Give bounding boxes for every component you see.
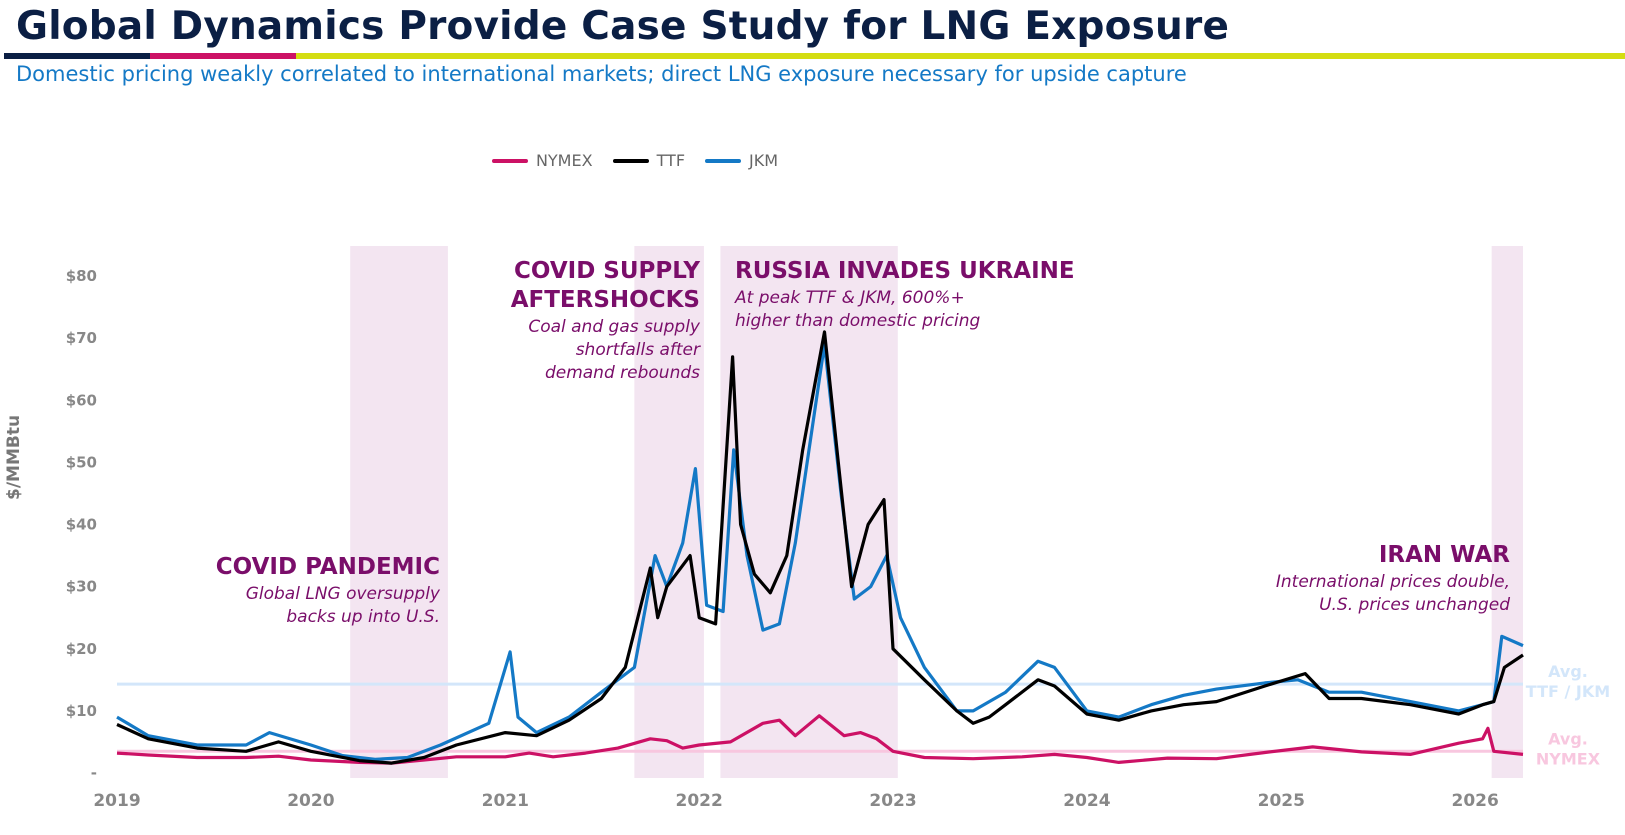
- y-tick-label: $30: [66, 578, 97, 596]
- x-tick-label: 2022: [675, 791, 722, 811]
- title-rule-navy: [4, 53, 150, 59]
- x-ticks: 2019 2020 2021 2022 2023 2024 2025 2026: [93, 791, 1499, 811]
- annotation-body: Global LNG oversupply: [246, 584, 441, 604]
- annotations: COVID PANDEMIC Global LNG oversupply backs…: [216, 258, 1510, 627]
- y-tick-label: $80: [66, 267, 97, 285]
- legend-swatch-jkm: [705, 158, 742, 163]
- page-subtitle: Domestic pricing weakly correlated to in…: [16, 62, 1187, 86]
- annotation-body: higher than domestic pricing: [735, 311, 981, 331]
- legend-swatch-nymex: [491, 158, 528, 163]
- legend-item-ttf: TTF: [612, 151, 686, 170]
- annotation-body: backs up into U.S.: [286, 607, 440, 627]
- y-tick-label: $20: [66, 640, 97, 658]
- annotation-body: demand rebounds: [545, 363, 700, 383]
- series-lines: [116, 330, 1524, 765]
- annotation-title: AFTERSHOCKS: [511, 287, 700, 313]
- annotation-body: shortfalls after: [576, 340, 701, 360]
- title-rule-magenta: [150, 53, 296, 59]
- annotation-title: COVID PANDEMIC: [216, 554, 440, 580]
- shaded-period-2: [634, 246, 704, 778]
- chart-legend: NYMEX TTF JKM: [0, 151, 1270, 170]
- annotation-covid-pandemic: COVID PANDEMIC Global LNG oversupply backs…: [216, 554, 441, 627]
- annotation-title: IRAN WAR: [1379, 542, 1510, 568]
- x-tick-label: 2019: [93, 791, 140, 811]
- legend-item-nymex: NYMEX: [491, 151, 593, 170]
- shaded-period-3: [720, 246, 898, 778]
- shaded-period-1: [350, 246, 448, 778]
- legend-item-jkm: JKM: [705, 151, 778, 170]
- annotation-iran-war: IRAN WAR International prices double, U.S.…: [1276, 542, 1510, 615]
- avg-ttf-jkm-label: Avg. TTF / JKM: [1526, 662, 1610, 701]
- annotation-russia-ukraine: RUSSIA INVADES UKRAINE At peak TTF & JKM,…: [734, 258, 1075, 331]
- title-rule-lime: [296, 53, 1625, 59]
- y-tick-label: $40: [66, 516, 97, 534]
- annotation-body: International prices double,: [1276, 572, 1510, 592]
- annotation-body: At peak TTF & JKM, 600%+: [734, 288, 965, 308]
- annotation-body: Coal and gas supply: [528, 317, 701, 337]
- page-title: Global Dynamics Provide Case Study for L…: [16, 4, 1230, 49]
- legend-label-ttf: TTF: [656, 151, 686, 170]
- y-ticks: - $10 $20 $30 $40 $50 $60 $70 $80: [66, 267, 97, 782]
- annotation-title: COVID SUPPLY: [514, 258, 700, 284]
- x-tick-label: 2020: [287, 791, 334, 811]
- legend-label-nymex: NYMEX: [535, 151, 593, 170]
- series-line-ttf: [116, 330, 1524, 765]
- x-tick-label: 2023: [869, 791, 916, 811]
- series-line-jkm: [116, 342, 1524, 761]
- y-tick-label: $10: [66, 702, 97, 720]
- y-tick-label: -: [91, 764, 97, 782]
- y-tick-label: $60: [66, 391, 97, 409]
- y-tick-label: $50: [66, 453, 97, 471]
- x-tick-label: 2021: [482, 791, 529, 811]
- annotation-covid-aftershocks: COVID SUPPLY AFTERSHOCKS Coal and gas supp…: [511, 258, 701, 383]
- x-tick-label: 2025: [1258, 791, 1305, 811]
- x-tick-label: 2026: [1452, 791, 1499, 811]
- annotation-title: RUSSIA INVADES UKRAINE: [735, 258, 1075, 284]
- y-tick-label: $70: [66, 329, 97, 347]
- legend-swatch-ttf: [612, 158, 649, 163]
- avg-nymex-label: Avg. NYMEX: [1536, 729, 1601, 768]
- legend-label-jkm: JKM: [749, 151, 779, 170]
- annotation-body: U.S. prices unchanged: [1319, 595, 1510, 615]
- x-tick-label: 2024: [1063, 791, 1110, 811]
